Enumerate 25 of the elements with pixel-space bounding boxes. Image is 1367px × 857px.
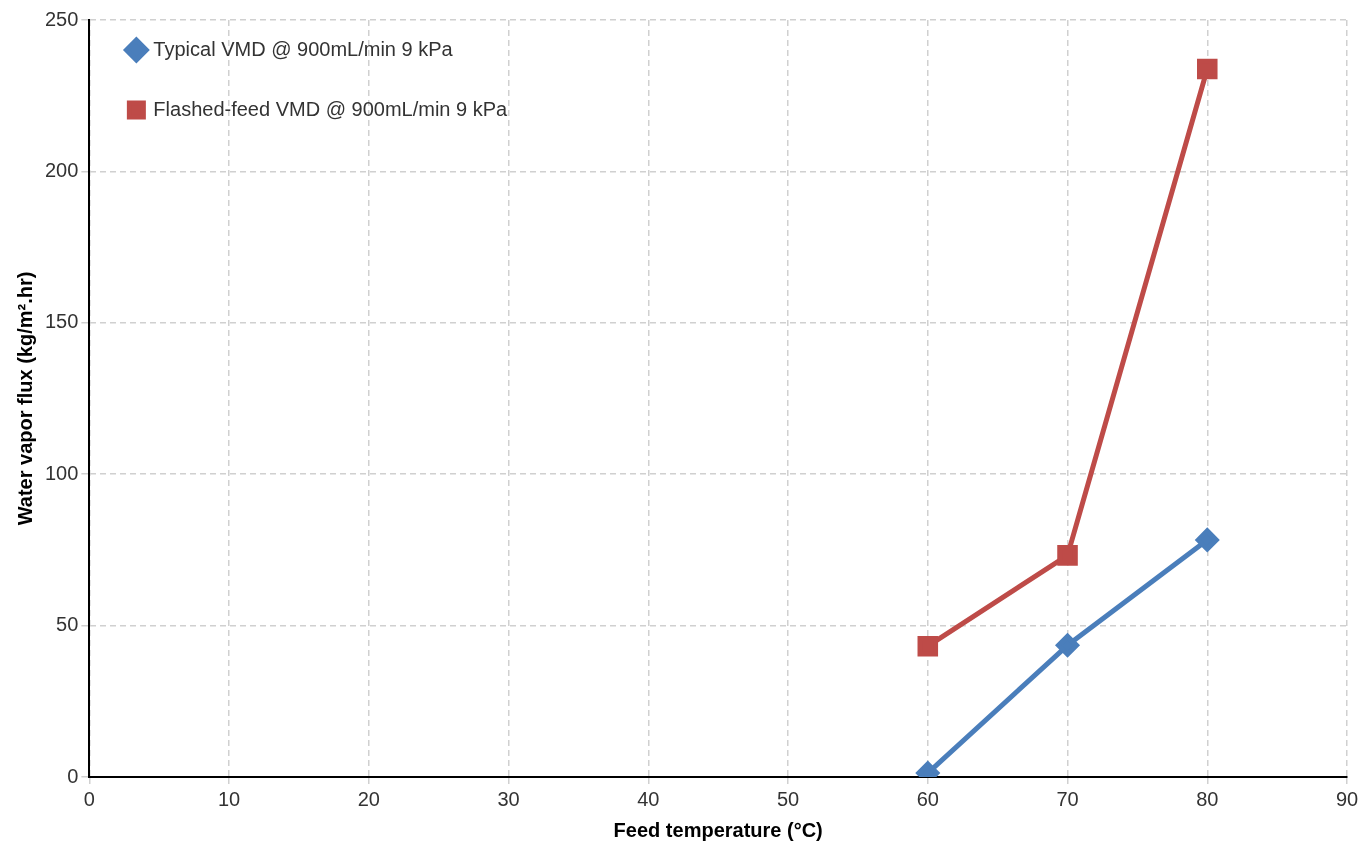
- x-tick-label: 60: [916, 787, 939, 810]
- x-tick-label: 50: [776, 787, 800, 810]
- y-tick-label: 150: [44, 310, 79, 333]
- point: [1057, 545, 1078, 566]
- x-tick-label: 0: [83, 787, 95, 810]
- y-tick-label: 250: [44, 7, 79, 30]
- x-tick-label: 30: [497, 787, 520, 810]
- point: [917, 635, 939, 657]
- point: [1195, 528, 1219, 552]
- y-tick-label: 100: [44, 461, 79, 484]
- x-tick-label: 70: [1056, 787, 1079, 810]
- legend-label: Typical VMD @ 900mL/min 9 kPa: [153, 37, 454, 60]
- y-axis-title: Water vapor flux (kg/m².hr): [13, 271, 36, 526]
- y-tick-label: 0: [67, 764, 79, 787]
- legend-label: Flashed-feed VMD @ 900mL/min 9 kPa: [153, 97, 509, 120]
- x-tick-label: 20: [357, 787, 380, 810]
- x-tick-label: 10: [217, 787, 241, 810]
- x-tick-label: 40: [637, 787, 660, 810]
- x-tick-label: 90: [1335, 787, 1359, 810]
- y-tick-label: 200: [44, 158, 79, 181]
- y-tick-label: 50: [56, 613, 79, 636]
- x-axis-title: Feed temperature (°C): [613, 818, 823, 841]
- x-tick-label: 80: [1196, 787, 1219, 810]
- point: [1196, 58, 1218, 80]
- point: [1056, 633, 1080, 657]
